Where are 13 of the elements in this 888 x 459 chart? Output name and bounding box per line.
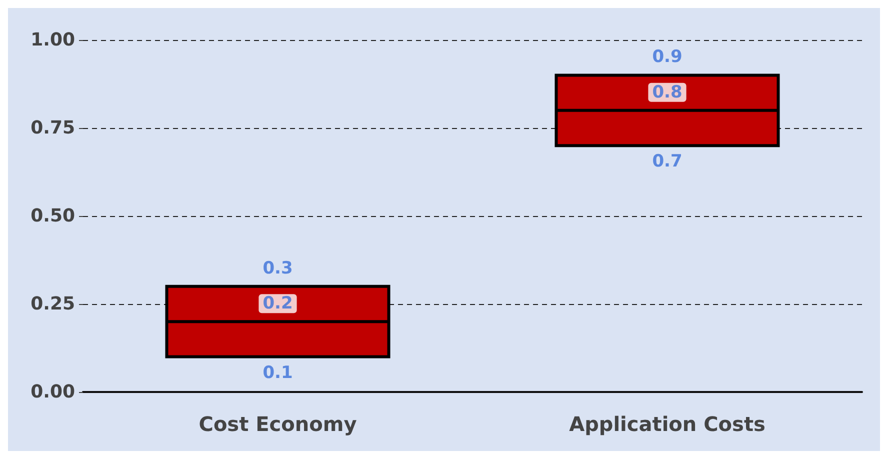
x-tick-label: Cost Economy (198, 412, 357, 436)
x-tick-label: Application Costs (569, 412, 766, 436)
y-tick-label: 0.25 (30, 294, 75, 314)
annotation: 0.2 (262, 294, 293, 314)
annotation: 0.7 (652, 152, 682, 172)
annotation: 0.1 (262, 362, 293, 383)
y-tick-label: 0.00 (30, 382, 75, 402)
annotation: 0.8 (652, 82, 682, 102)
y-tick-label: 1.00 (30, 30, 75, 50)
y-tick-label: 0.75 (30, 118, 75, 138)
y-tick-label: 0.50 (30, 206, 75, 226)
annotation: 0.3 (262, 258, 293, 278)
annotation: 0.9 (652, 47, 682, 68)
